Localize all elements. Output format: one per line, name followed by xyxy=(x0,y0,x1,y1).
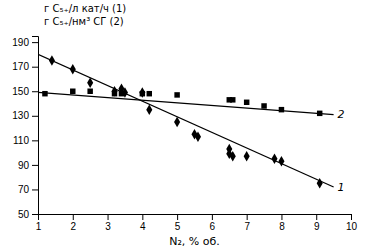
point xyxy=(140,91,145,96)
point xyxy=(111,86,117,97)
x-tick: 7 xyxy=(244,214,250,232)
legend-entry: г C₅₊/л кат/ч (1) xyxy=(44,3,126,14)
y-tick-mark xyxy=(32,91,38,92)
trend-line xyxy=(38,92,334,114)
scatter-series xyxy=(49,55,323,188)
annotations: 12 xyxy=(338,108,345,193)
x-tick-label: 9 xyxy=(314,221,320,232)
x-axis-label: N₂, % об. xyxy=(169,235,220,248)
x-tick-label: 4 xyxy=(140,221,146,232)
legend: г C₅₊/л кат/ч (1) г C₅₊/нм³ СГ (2) xyxy=(44,3,126,27)
x-tick: 3 xyxy=(105,214,111,232)
x-tick-label: 3 xyxy=(105,221,111,232)
point xyxy=(261,103,266,108)
y-tick: 110 xyxy=(13,135,38,146)
point xyxy=(119,91,124,96)
x-axis: 1 2 3 4 5 6 7 8 9 10 xyxy=(36,214,358,232)
x-tick-mark xyxy=(281,214,282,220)
point xyxy=(278,156,284,167)
x-axis-line xyxy=(39,215,352,221)
y-tick: 90 xyxy=(18,160,38,171)
x-tick: 6 xyxy=(210,214,216,232)
point xyxy=(87,89,92,94)
y-tick-label: 50 xyxy=(18,209,30,220)
point xyxy=(279,107,284,112)
x-tick: 2 xyxy=(70,214,76,232)
legend-entry: г C₅₊/нм³ СГ (2) xyxy=(44,16,124,27)
y-tick-mark xyxy=(32,214,38,215)
point xyxy=(70,64,76,75)
x-tick: 8 xyxy=(279,214,285,232)
x-tick-label: 5 xyxy=(175,221,181,232)
point xyxy=(174,117,180,128)
y-tick-label: 110 xyxy=(13,135,29,146)
point xyxy=(146,104,152,115)
chart: 12345678910507090110130150170190N₂, % об… xyxy=(0,0,367,250)
y-tick: 150 xyxy=(12,86,38,97)
point xyxy=(112,91,117,96)
x-tick: 5 xyxy=(175,214,181,232)
y-tick-mark xyxy=(32,116,38,117)
y-tick: 170 xyxy=(12,61,38,72)
x-tick: 1 xyxy=(36,214,42,232)
y-tick-label: 150 xyxy=(12,86,29,97)
point xyxy=(230,151,236,162)
x-tick: 4 xyxy=(140,214,146,232)
y-tick: 190 xyxy=(12,37,38,48)
point xyxy=(244,100,249,105)
x-tick-mark xyxy=(247,214,248,220)
x-tick-mark xyxy=(351,214,352,220)
y-tick: 50 xyxy=(18,209,38,220)
y-axis: 50 70 90 110 130 150 170 190 xyxy=(12,37,38,220)
x-tick-mark xyxy=(316,214,317,220)
x-tick-mark xyxy=(108,214,109,220)
y-tick: 70 xyxy=(18,184,38,195)
x-tick-label: 7 xyxy=(244,221,250,232)
point xyxy=(174,92,179,97)
x-tick-mark xyxy=(142,214,143,220)
point xyxy=(244,151,250,162)
point xyxy=(87,77,93,88)
y-tick-label: 190 xyxy=(12,37,29,48)
y-tick-label: 130 xyxy=(12,110,29,121)
y-axis-line xyxy=(32,37,39,215)
x-tick: 10 xyxy=(346,214,358,232)
scatter-series xyxy=(42,89,322,117)
y-tick-label: 70 xyxy=(18,184,30,195)
y-tick-label: 170 xyxy=(12,61,29,72)
x-tick-label: 10 xyxy=(346,221,358,232)
point xyxy=(42,91,47,96)
point xyxy=(147,91,152,96)
line-label: 2 xyxy=(338,108,345,121)
x-tick: 9 xyxy=(314,214,320,232)
line-label: 1 xyxy=(338,181,345,194)
point xyxy=(230,97,235,102)
x-tick-label: 8 xyxy=(279,221,285,232)
y-tick-mark xyxy=(32,189,38,190)
point xyxy=(317,111,322,116)
x-tick-mark xyxy=(73,214,74,220)
point xyxy=(317,178,323,189)
point xyxy=(49,55,55,66)
y-tick-mark xyxy=(32,42,38,43)
x-tick-label: 1 xyxy=(36,221,42,232)
x-tick-label: 2 xyxy=(70,221,76,232)
plot-area xyxy=(38,54,334,188)
x-tick-label: 6 xyxy=(210,221,216,232)
trend-line xyxy=(38,54,334,187)
point xyxy=(271,153,277,164)
x-tick-mark xyxy=(212,214,213,220)
point xyxy=(195,131,201,142)
y-tick-label: 90 xyxy=(18,160,30,171)
y-tick-mark xyxy=(32,67,38,68)
point xyxy=(139,87,145,98)
x-tick-mark xyxy=(177,214,178,220)
y-tick-mark xyxy=(32,140,38,141)
point xyxy=(70,89,75,94)
y-tick: 130 xyxy=(12,110,38,121)
y-tick-mark xyxy=(32,165,38,166)
